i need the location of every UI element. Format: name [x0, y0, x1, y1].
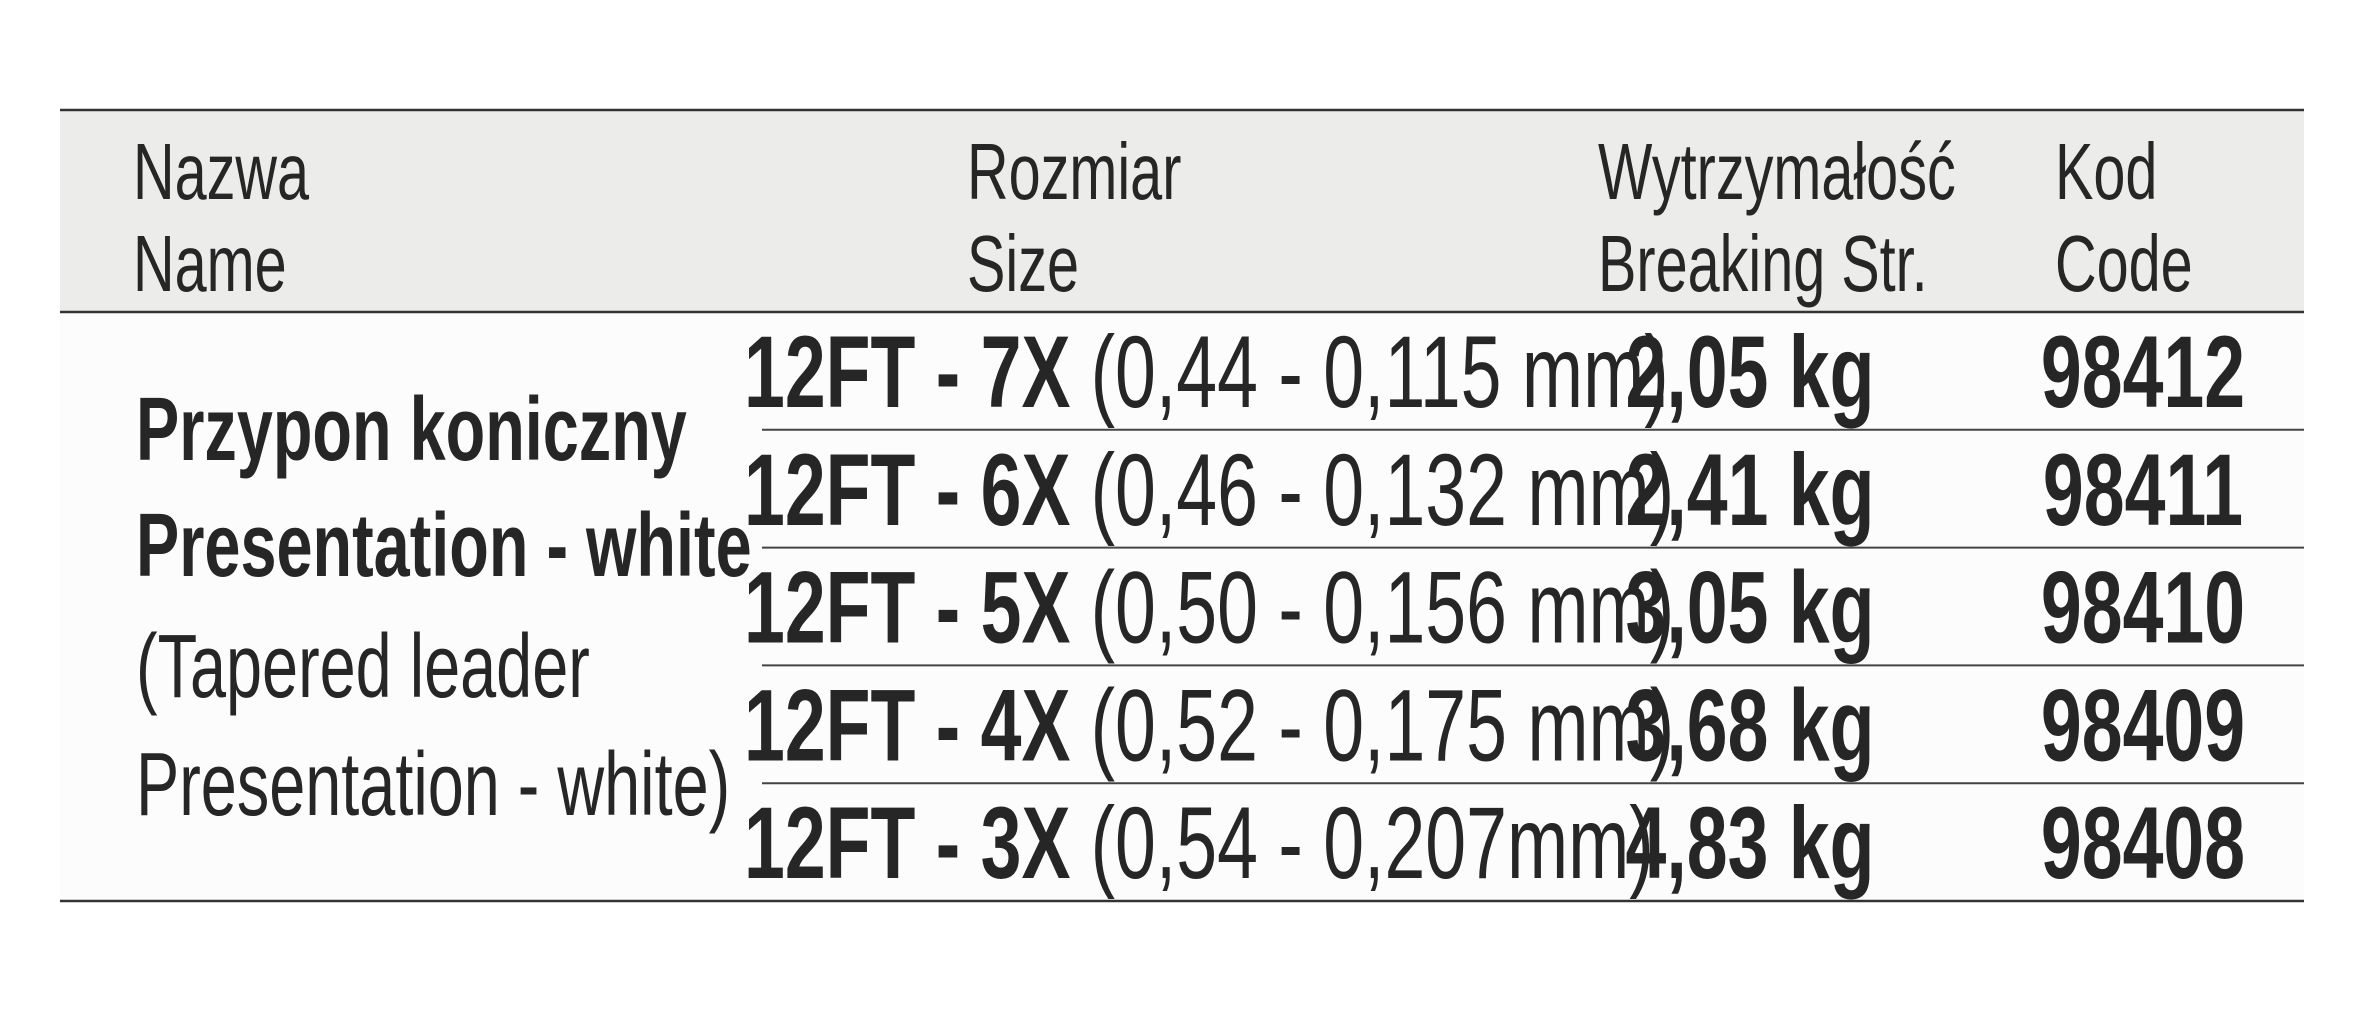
code-group: 98409	[2041, 669, 2245, 783]
size-cell: 12FT - 5X (0,50 - 0,156 mm)	[744, 551, 1674, 665]
size-text: 12FT - 4X (0,52 - 0,175 mm)	[744, 669, 1674, 783]
header-strength: Wytrzymałość	[1598, 127, 1956, 217]
size-text: 12FT - 5X (0,50 - 0,156 mm)	[744, 551, 1674, 665]
code-group: 98410	[2041, 551, 2245, 665]
strength-group: 2,41 kg	[1625, 433, 1874, 547]
size-model: 12FT - 5X	[744, 551, 1070, 665]
header-strength-group: Wytrzymałość	[1598, 127, 1956, 217]
code: 98408	[2041, 786, 2245, 900]
code: 98409	[2041, 669, 2245, 783]
header-size: Size	[967, 219, 1079, 309]
size-model: 12FT - 6X	[744, 433, 1070, 547]
strength: 3,68 kg	[1625, 669, 1874, 783]
size-range: (0,50 - 0,156 mm)	[1091, 551, 1675, 665]
header-name: Nazwa	[133, 127, 309, 217]
header-code-group: Kod	[2055, 127, 2157, 217]
header-size-group: Rozmiar	[967, 127, 1181, 217]
strength-group: 3,05 kg	[1625, 551, 1874, 665]
product-name-line-group: Przypon koniczny	[136, 379, 687, 480]
strength: 4,83 kg	[1625, 786, 1874, 900]
header-name-group: Name	[133, 219, 287, 309]
strength-group: 3,68 kg	[1625, 669, 1874, 783]
strength-group: 4,83 kg	[1625, 786, 1874, 900]
size-range: (0,46 - 0,132 mm)	[1091, 433, 1675, 547]
code-group: 98408	[2041, 786, 2245, 900]
size-text: 12FT - 7X (0,44 - 0,115 mm)	[744, 315, 1669, 429]
size-range: (0,52 - 0,175 mm)	[1091, 669, 1675, 783]
header-size: Rozmiar	[967, 127, 1181, 217]
header-code: Kod	[2055, 127, 2157, 217]
size-range: (0,54 - 0,207mm)	[1091, 786, 1654, 900]
size-cell: 12FT - 7X (0,44 - 0,115 mm)	[744, 315, 1669, 429]
header-size-group: Size	[967, 219, 1079, 309]
code-group: 98412	[2041, 315, 2245, 429]
size-cell: 12FT - 3X (0,54 - 0,207mm)	[744, 786, 1654, 900]
size-cell: 12FT - 6X (0,46 - 0,132 mm)	[744, 433, 1674, 547]
strength: 2,41 kg	[1625, 433, 1874, 547]
product-name-line: Przypon koniczny	[136, 379, 687, 480]
product-name-line-group: Presentation - white)	[136, 734, 730, 835]
header-code-group: Code	[2055, 219, 2193, 309]
size-range: (0,44 - 0,115 mm)	[1091, 315, 1669, 429]
code: 98411	[2043, 433, 2243, 547]
code: 98410	[2041, 551, 2245, 665]
size-cell: 12FT - 4X (0,52 - 0,175 mm)	[744, 669, 1674, 783]
product-name-line: Presentation - white)	[136, 734, 730, 835]
strength: 2,05 kg	[1625, 315, 1874, 429]
product-name-line-group: (Tapered leader	[136, 616, 590, 717]
header-code: Code	[2055, 219, 2193, 309]
strength: 3,05 kg	[1625, 551, 1874, 665]
size-model: 12FT - 7X	[744, 315, 1070, 429]
product-name-line-group: Presentation - white	[136, 495, 752, 596]
code-group: 98411	[2043, 433, 2243, 547]
size-text: 12FT - 3X (0,54 - 0,207mm)	[744, 786, 1654, 900]
header-background	[60, 110, 2304, 312]
header-strength: Breaking Str.	[1598, 219, 1928, 309]
header-strength-group: Breaking Str.	[1598, 219, 1928, 309]
header-name: Name	[133, 219, 287, 309]
body-background	[60, 312, 2304, 901]
size-text: 12FT - 6X (0,46 - 0,132 mm)	[744, 433, 1674, 547]
product-name-line: (Tapered leader	[136, 616, 590, 717]
header-name-group: Nazwa	[133, 127, 309, 217]
product-name-line: Presentation - white	[136, 495, 752, 596]
size-model: 12FT - 3X	[744, 786, 1070, 900]
code: 98412	[2041, 315, 2245, 429]
strength-group: 2,05 kg	[1625, 315, 1874, 429]
size-model: 12FT - 4X	[744, 669, 1070, 783]
